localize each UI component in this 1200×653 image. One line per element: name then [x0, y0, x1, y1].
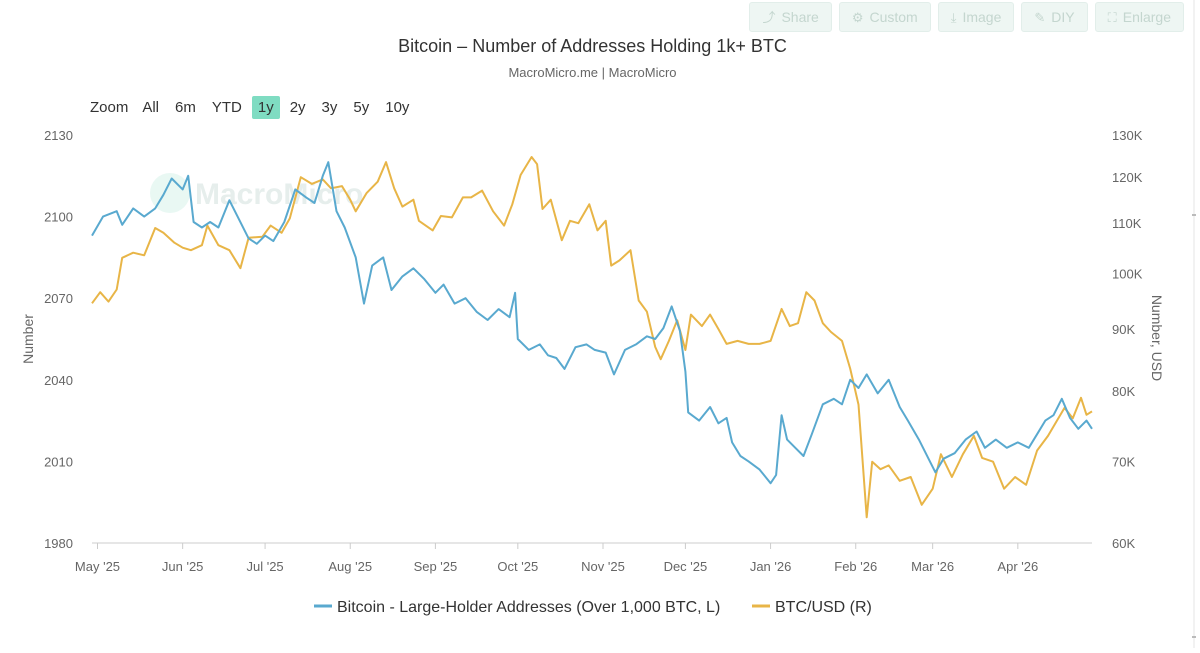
x-tick-label: Jun '25	[162, 559, 204, 574]
y-right-tick-label: 90K	[1112, 322, 1135, 337]
y-left-tick-label: 2100	[44, 210, 73, 225]
gear-icon: ⚙	[851, 9, 864, 25]
diy-button[interactable]: ✎ DIY	[1021, 2, 1088, 32]
share-icon: ⤴	[762, 9, 776, 25]
y-left-tick-label: 2040	[44, 373, 73, 388]
share-button[interactable]: ⤴ Share	[749, 2, 832, 32]
y-left-axis-title: Number	[20, 314, 36, 364]
zoom-option-all[interactable]: All	[142, 99, 160, 116]
pencil-icon: ✎	[1034, 9, 1046, 25]
x-tick-label: Apr '26	[997, 559, 1038, 574]
zoom-option-3y[interactable]: 3y	[321, 99, 338, 116]
y-left-tick-label: 2010	[44, 454, 73, 469]
zoom-option-1y[interactable]: 1y	[251, 96, 280, 119]
x-tick-label: Dec '25	[664, 559, 708, 574]
toolbar-button-label: DIY	[1051, 9, 1075, 25]
zoom-option-5y[interactable]: 5y	[353, 99, 370, 116]
x-tick-label: May '25	[75, 559, 120, 574]
legend-item-btc-usd-label: BTC/USD (R)	[775, 599, 872, 616]
y-left-tick-label: 2070	[44, 291, 73, 306]
y-right-axis-title: Number, USD	[1149, 295, 1165, 381]
series-line-btc-usd	[91, 156, 1093, 519]
toolbar-button-label: Image	[962, 9, 1002, 25]
y-left-tick-label: 2130	[44, 128, 73, 143]
x-tick-label: Aug '25	[328, 559, 372, 574]
chart-toolbar: ⤴ Share ⚙ Custom ⤓ Image ✎ DIY ⛶ Enlarge	[749, 2, 1184, 32]
zoom-label: Zoom	[90, 99, 129, 116]
image-button[interactable]: ⤓ Image	[937, 2, 1015, 32]
x-tick-label: Sep '25	[414, 559, 458, 574]
custom-button[interactable]: ⚙ Custom	[838, 2, 931, 32]
legend-item-addresses-label: Bitcoin - Large-Holder Addresses (Over 1…	[337, 599, 720, 616]
y-right-tick-label: 130K	[1112, 128, 1143, 143]
x-tick-label: Jul '25	[246, 559, 283, 574]
watermark-logo	[150, 173, 190, 213]
series-line-addresses	[91, 161, 1093, 485]
zoom-option-ytd[interactable]: YTD	[211, 99, 242, 116]
toolbar-button-label: Share	[781, 9, 819, 25]
x-tick-label: Nov '25	[581, 559, 625, 574]
y-right-tick-label: 120K	[1112, 170, 1143, 185]
x-tick-label: Mar '26	[911, 559, 954, 574]
y-right-tick-label: 70K	[1112, 455, 1135, 470]
y-right-tick-label: 80K	[1112, 384, 1135, 399]
right-edge-strip	[1188, 0, 1200, 648]
expand-icon: ⛶	[1107, 9, 1117, 25]
zoom-option-2y[interactable]: 2y	[289, 99, 306, 116]
download-icon: ⤓	[950, 9, 957, 25]
x-tick-label: Oct '25	[497, 559, 538, 574]
chart-subtitle: MacroMicro.me | MacroMicro	[508, 65, 677, 80]
watermark-text: MacroMicro	[195, 178, 363, 211]
y-right-tick-label: 60K	[1112, 536, 1135, 551]
zoom-selector: Zoom All 6m YTD 1y 2y 3y 5y 10y	[90, 96, 419, 119]
zoom-option-6m[interactable]: 6m	[175, 99, 196, 116]
x-tick-label: Jan '26	[750, 559, 792, 574]
zoom-option-10y[interactable]: 10y	[385, 99, 410, 116]
toolbar-button-label: Custom	[869, 9, 918, 25]
chart-title: Bitcoin – Number of Addresses Holding 1k…	[398, 36, 787, 56]
enlarge-button[interactable]: ⛶ Enlarge	[1094, 2, 1184, 32]
x-tick-label: Feb '26	[834, 559, 877, 574]
toolbar-button-label: Enlarge	[1122, 9, 1171, 25]
y-right-tick-label: 110K	[1112, 216, 1142, 231]
y-right-tick-label: 100K	[1112, 266, 1143, 281]
y-left-tick-label: 1980	[44, 536, 73, 551]
